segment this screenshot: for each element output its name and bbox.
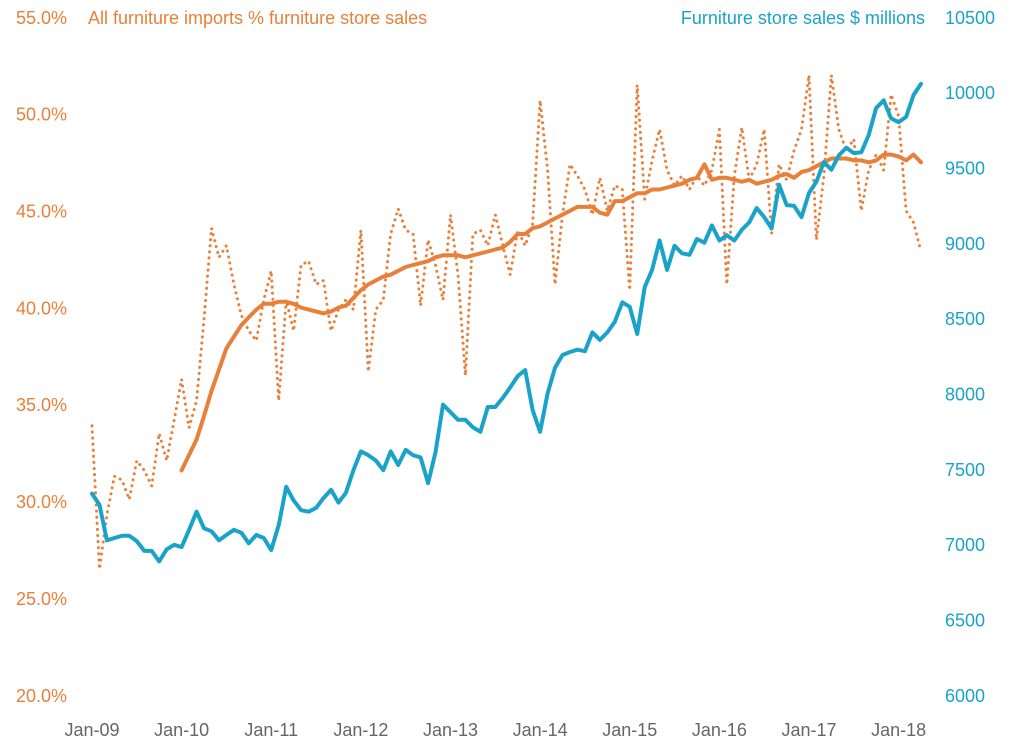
y2-tick-label: 8500 bbox=[945, 309, 985, 329]
x-tick-label: Jan-11 bbox=[244, 720, 298, 740]
x-tick-label: Jan-16 bbox=[692, 720, 747, 740]
y2-axis-label: Furniture store sales $ millions bbox=[681, 8, 925, 28]
line bbox=[90, 81, 923, 564]
y2-tick-label: 10000 bbox=[945, 83, 995, 103]
x-tick-label: Jan-14 bbox=[513, 720, 568, 740]
y2-tick-label: 6000 bbox=[945, 686, 985, 706]
x-tick-label: Jan-15 bbox=[602, 720, 657, 740]
y2-tick-label: 9500 bbox=[945, 158, 985, 178]
x-tick-label: Jan-13 bbox=[423, 720, 478, 740]
y-axis-label: All furniture imports % furniture store … bbox=[88, 8, 427, 28]
y2-tick-label: 7500 bbox=[945, 460, 985, 480]
line bbox=[179, 152, 923, 473]
y2-tick-label: 7000 bbox=[945, 535, 985, 555]
y2-tick-label: 9000 bbox=[945, 234, 985, 254]
y-tick-label: 45.0% bbox=[16, 201, 67, 221]
y-tick-label: 40.0% bbox=[16, 298, 67, 318]
y2-tick-label: 10500 bbox=[945, 8, 995, 28]
x-tick-label: Jan-12 bbox=[333, 720, 388, 740]
y-tick-label: 35.0% bbox=[16, 395, 67, 415]
y-tick-label: 55.0% bbox=[16, 8, 67, 28]
y2-tick-label: 8000 bbox=[945, 384, 985, 404]
y-tick-label: 50.0% bbox=[16, 105, 67, 125]
x-tick-label: Jan-10 bbox=[154, 720, 209, 740]
x-tick-label: Jan-17 bbox=[781, 720, 836, 740]
x-tick-label: Jan-09 bbox=[64, 720, 119, 740]
x-tick-label: Jan-18 bbox=[871, 720, 926, 740]
y-tick-label: 20.0% bbox=[16, 686, 67, 706]
y-tick-label: 30.0% bbox=[16, 492, 67, 512]
dotted-line bbox=[90, 73, 923, 571]
y2-tick-label: 6500 bbox=[945, 610, 985, 630]
y-tick-label: 25.0% bbox=[16, 589, 67, 609]
